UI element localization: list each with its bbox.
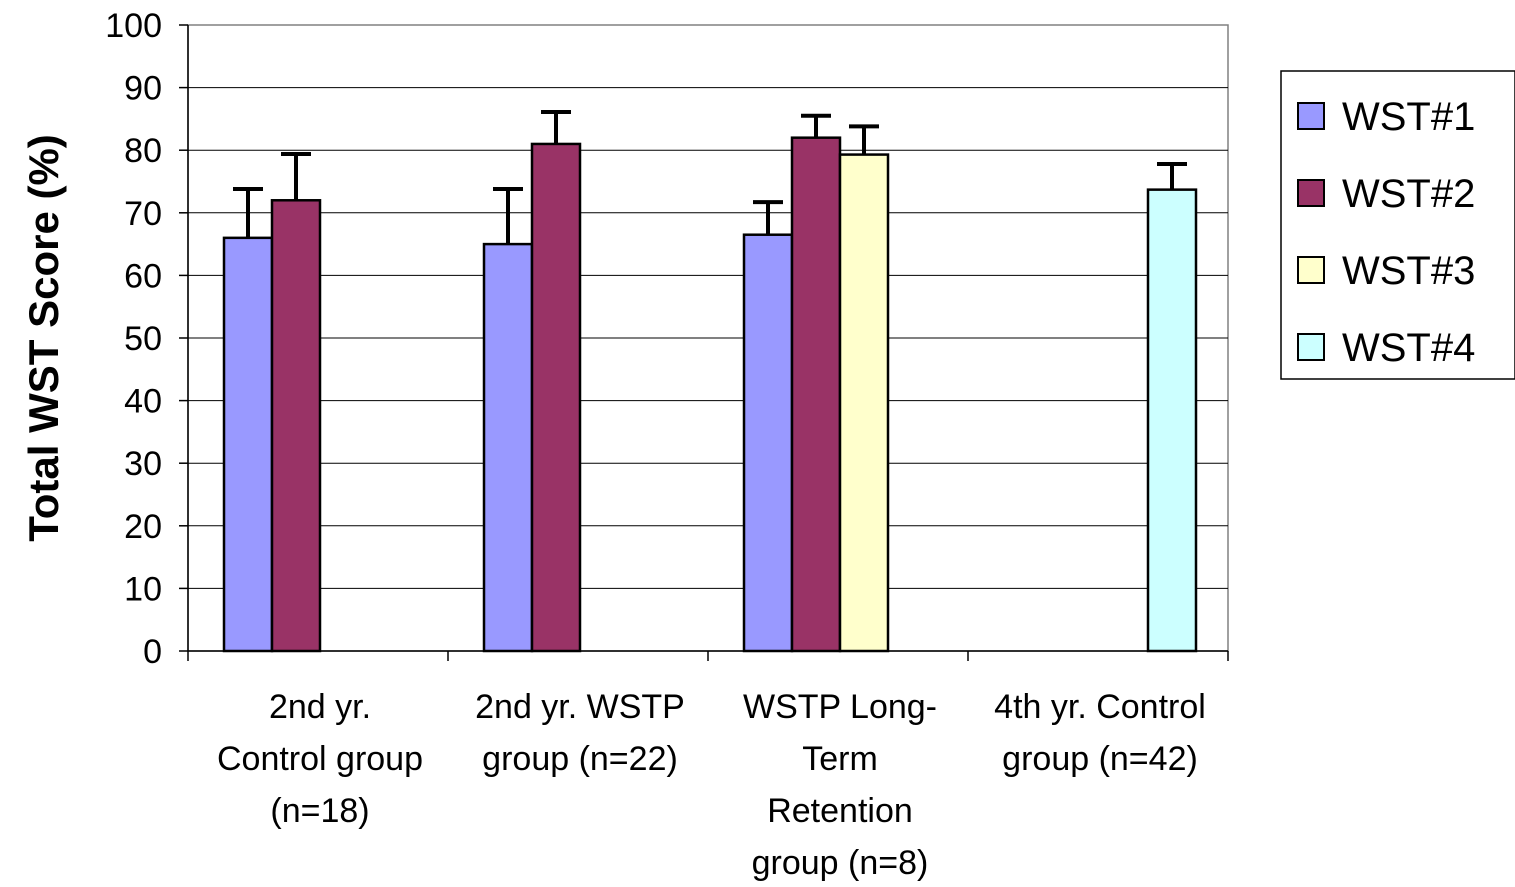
x-tick-label: 2nd yr. WSTP: [475, 688, 685, 726]
y-axis-title: Total WST Score (%): [20, 134, 67, 542]
x-tick-label: Term: [802, 740, 878, 778]
y-tick-label: 80: [124, 132, 162, 170]
gridlines: [187, 24, 1229, 652]
x-tick-label: group (n=8): [752, 844, 929, 882]
bar: [838, 153, 890, 653]
bar: [742, 233, 794, 653]
x-tick-label: WSTP Long-: [743, 688, 937, 726]
y-tick-label: 100: [105, 7, 162, 45]
y-tick-label: 10: [124, 570, 162, 608]
x-tick-label: (n=18): [270, 792, 369, 830]
x-tick-label: 2nd yr.: [269, 688, 371, 726]
legend-swatch: [1297, 179, 1325, 207]
y-tick-label: 0: [143, 633, 162, 671]
legend-swatch: [1297, 256, 1325, 284]
y-tick-label: 70: [124, 195, 162, 233]
legend-swatch: [1297, 102, 1325, 130]
legend-label: WST#2: [1342, 172, 1475, 216]
x-tick-label: group (n=42): [1002, 740, 1198, 778]
bar: [1146, 188, 1198, 653]
y-tick-label: 60: [124, 257, 162, 295]
legend-label: WST#3: [1342, 249, 1475, 293]
bar: [270, 199, 322, 653]
bar: [482, 242, 534, 653]
bar: [530, 142, 582, 653]
y-tick-label: 90: [124, 70, 162, 108]
axes: [179, 24, 1229, 661]
x-tick-label: 4th yr. Control: [994, 688, 1206, 726]
legend-label: WST#4: [1342, 326, 1475, 370]
y-tick-label: 50: [124, 320, 162, 358]
y-tick-label: 40: [124, 383, 162, 421]
bars: [222, 136, 1198, 653]
legend-swatch: [1297, 333, 1325, 361]
bar: [790, 136, 842, 653]
error-bars: [233, 110, 1187, 245]
x-tick-label: Control group: [217, 740, 423, 778]
bar: [222, 236, 274, 653]
legend: WST#1 WST#2 WST#3 WST#4: [1280, 70, 1515, 380]
y-tick-label: 30: [124, 445, 162, 483]
x-tick-label: group (n=22): [482, 740, 678, 778]
x-tick-label: Retention: [767, 792, 913, 830]
legend-label: WST#1: [1342, 95, 1475, 139]
y-tick-label: 20: [124, 508, 162, 546]
axis-labels: 0 10 20 30 40 50 60 70 80 90 100 2nd yr. Control gro…: [105, 7, 1206, 882]
